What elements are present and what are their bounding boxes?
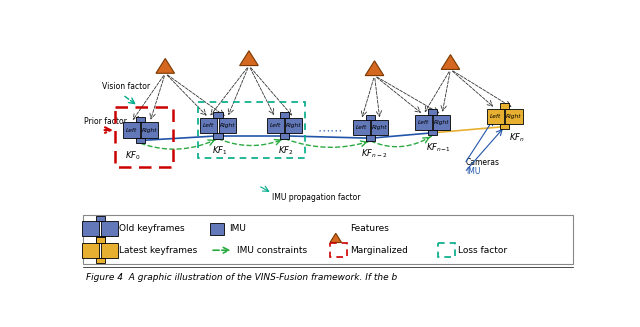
Polygon shape	[330, 233, 342, 243]
Bar	[213, 112, 223, 118]
Polygon shape	[441, 55, 460, 69]
Text: Right: Right	[372, 125, 388, 130]
Bar	[267, 118, 284, 133]
Text: Latest keyframes: Latest keyframes	[119, 246, 197, 255]
Text: IMU constraints: IMU constraints	[237, 246, 307, 255]
Text: Figure 4  A graphic illustration of the VINS-Fusion framework. If the b: Figure 4 A graphic illustration of the V…	[86, 273, 397, 283]
Bar	[213, 133, 223, 139]
Bar	[280, 112, 289, 118]
Text: Right: Right	[142, 128, 157, 133]
Bar	[95, 236, 105, 242]
Bar	[83, 215, 573, 264]
Bar	[433, 115, 451, 130]
Bar	[353, 120, 370, 135]
Text: Features: Features	[349, 224, 388, 233]
Text: $KF_{n-2}$: $KF_{n-2}$	[362, 147, 388, 160]
Bar	[95, 215, 105, 221]
Text: IMU propagation factor: IMU propagation factor	[272, 193, 361, 201]
Bar	[115, 107, 173, 167]
Bar	[136, 138, 145, 143]
Text: Loss factor: Loss factor	[458, 246, 508, 255]
Bar	[366, 115, 375, 120]
Bar	[83, 243, 99, 258]
Bar	[415, 115, 432, 130]
Bar	[95, 258, 105, 263]
Bar	[500, 124, 509, 129]
Text: Old keyframes: Old keyframes	[119, 224, 184, 233]
Bar	[95, 237, 105, 243]
Text: Right: Right	[434, 120, 450, 125]
Bar	[101, 243, 118, 258]
Bar	[141, 122, 158, 138]
Bar	[487, 109, 504, 124]
Text: $KF_n$: $KF_n$	[509, 132, 524, 144]
Bar	[83, 221, 99, 236]
Text: Cameras: Cameras	[466, 158, 500, 167]
Text: Vision factor: Vision factor	[102, 82, 150, 92]
Text: $KF_{n\!-\!1}$: $KF_{n\!-\!1}$	[426, 142, 451, 154]
Text: Right: Right	[506, 114, 522, 119]
Text: IMU: IMU	[466, 167, 481, 176]
Bar	[500, 103, 509, 109]
Bar	[280, 133, 289, 139]
Text: Left: Left	[356, 125, 367, 130]
Text: $KF_1$: $KF_1$	[212, 145, 227, 157]
Bar	[219, 118, 236, 133]
Bar	[101, 221, 118, 236]
Bar	[210, 222, 224, 235]
Bar	[198, 102, 305, 158]
Text: Left: Left	[269, 123, 281, 128]
Text: IMU: IMU	[229, 224, 246, 233]
Bar	[506, 109, 522, 124]
Text: Left: Left	[490, 114, 501, 119]
Text: Prior factor: Prior factor	[84, 117, 127, 126]
Bar	[200, 118, 217, 133]
Bar	[438, 243, 455, 257]
Text: $KF_0$: $KF_0$	[125, 149, 141, 162]
Text: Right: Right	[286, 123, 301, 128]
Text: $KF_2$: $KF_2$	[278, 145, 294, 157]
Bar	[428, 109, 437, 115]
Bar	[136, 117, 145, 122]
Text: Marginalized: Marginalized	[349, 246, 408, 255]
Bar	[123, 122, 140, 138]
Bar	[428, 130, 437, 135]
Polygon shape	[239, 51, 259, 66]
Bar	[330, 243, 347, 257]
Polygon shape	[365, 61, 384, 76]
Polygon shape	[156, 59, 175, 73]
Bar	[371, 120, 388, 135]
Bar	[285, 118, 303, 133]
Text: Right: Right	[220, 123, 235, 128]
Text: Left: Left	[418, 120, 429, 125]
Text: $\cdots\cdots$: $\cdots\cdots$	[317, 124, 342, 137]
Text: Left: Left	[125, 128, 137, 133]
Bar	[366, 135, 375, 141]
Text: Left: Left	[203, 123, 214, 128]
